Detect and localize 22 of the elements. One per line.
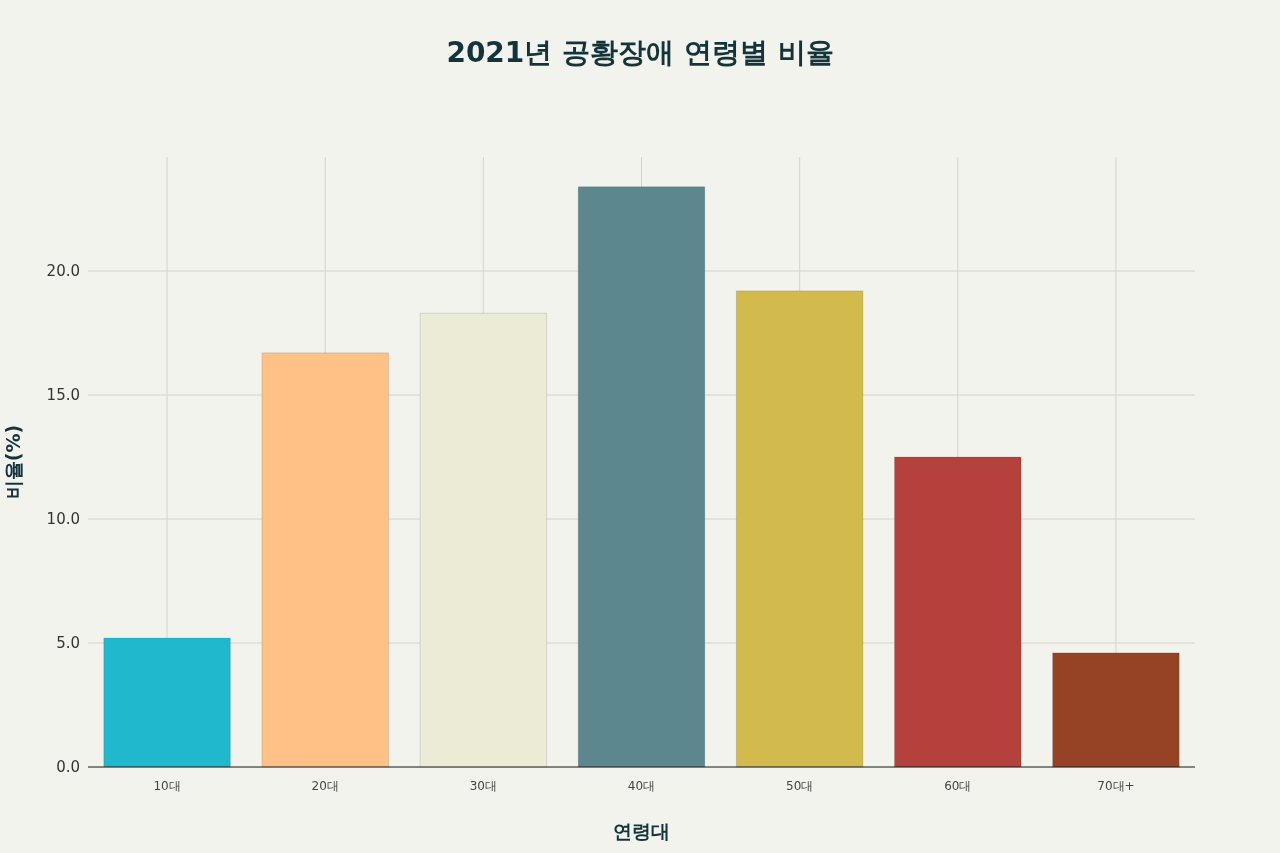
x-tick-label: 60대 bbox=[944, 779, 972, 793]
y-tick-label: 20.0 bbox=[46, 262, 80, 281]
x-tick-label: 20대 bbox=[311, 779, 339, 793]
x-tick-label: 70대+ bbox=[1097, 779, 1135, 793]
chart-title: 2021년 공황장애 연령별 비율 bbox=[446, 36, 834, 69]
x-tick-label: 50대 bbox=[786, 779, 814, 793]
x-tick-label: 40대 bbox=[627, 779, 656, 793]
bar bbox=[1052, 652, 1180, 768]
bar bbox=[103, 637, 231, 768]
x-tick-label: 30대 bbox=[469, 779, 497, 793]
y-tick-label: 0.0 bbox=[56, 758, 80, 776]
bar bbox=[577, 186, 706, 768]
bar bbox=[261, 352, 389, 768]
bar bbox=[735, 290, 864, 768]
bar bbox=[894, 456, 1022, 768]
y-tick-label: 15.0 bbox=[46, 386, 80, 405]
y-tick-label: 5.0 bbox=[56, 634, 80, 653]
x-tick-label: 10대 bbox=[153, 779, 181, 793]
bar bbox=[419, 312, 548, 768]
y-tick-label: 10.0 bbox=[46, 510, 80, 529]
y-axis-title: 비율(%) bbox=[2, 424, 24, 500]
x-axis-title: 연령대 bbox=[613, 820, 670, 842]
